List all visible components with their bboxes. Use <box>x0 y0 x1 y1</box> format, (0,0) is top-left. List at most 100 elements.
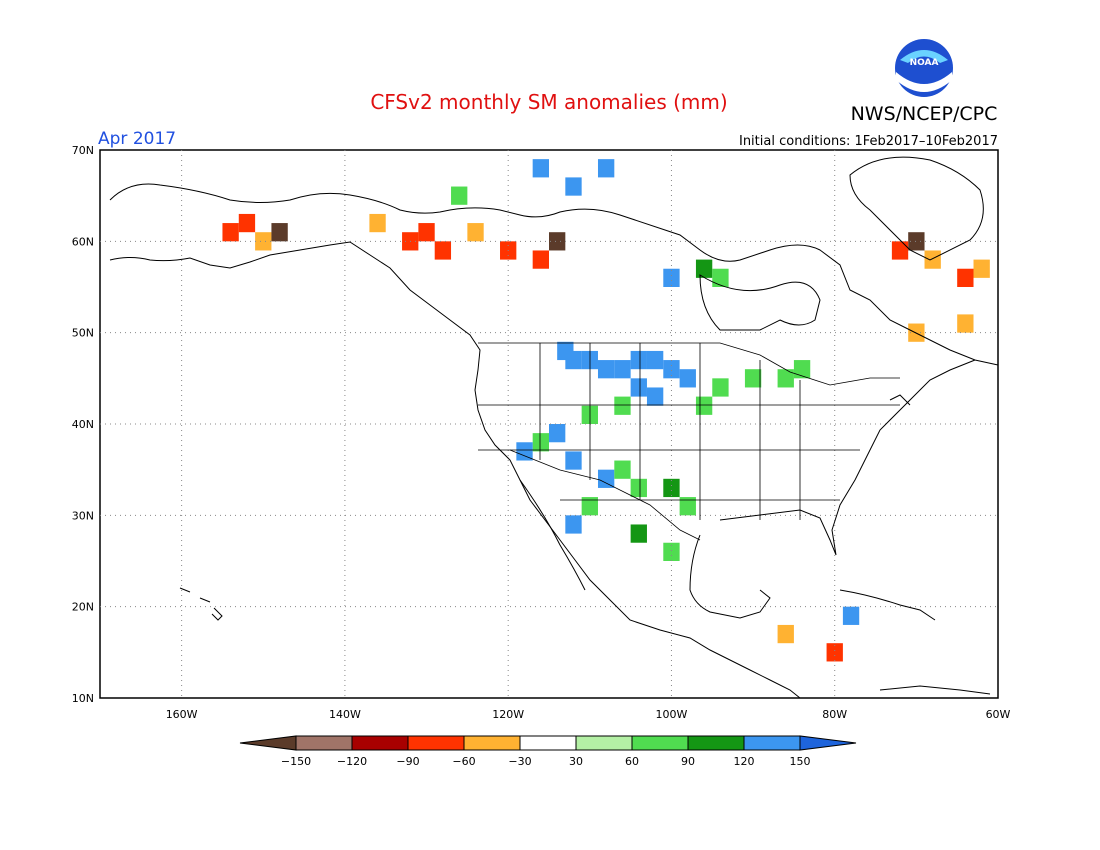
anomaly-cell <box>679 497 696 516</box>
agency-label: NWS/NCEP/CPC <box>851 103 998 125</box>
anomaly-cell <box>516 442 533 461</box>
lon-label: 160W <box>166 708 198 721</box>
anomaly-cell <box>793 360 811 379</box>
anomaly-cell <box>777 624 794 644</box>
anomaly-cell <box>565 451 582 470</box>
legend-tick-label: 30 <box>569 755 583 768</box>
legend-tick-label: −60 <box>452 755 475 768</box>
legend-swatch <box>575 735 633 751</box>
anomaly-cell <box>973 259 990 278</box>
anomaly-cell <box>271 223 288 242</box>
legend-swatch <box>687 735 745 751</box>
anomaly-cell <box>842 606 860 625</box>
lat-label: 60N <box>72 235 94 248</box>
anomaly-cell <box>532 159 549 178</box>
legend-tick-label: 90 <box>681 755 695 768</box>
anomaly-cell <box>614 396 631 415</box>
longitude-labels: 160W 140W 120W 100W 80W 60W <box>166 708 1011 721</box>
anomaly-cell <box>663 542 680 561</box>
political-borders <box>478 342 900 541</box>
anomaly-cell <box>957 314 974 333</box>
legend-tick-label: −30 <box>508 755 531 768</box>
anomaly-cell <box>630 478 647 498</box>
anomaly-cell <box>957 268 974 287</box>
anomaly-cell <box>908 232 925 251</box>
legend-tick-label: −120 <box>337 755 367 768</box>
legend-swatch <box>463 735 521 751</box>
anomaly-cell <box>238 213 256 233</box>
anomaly-cell <box>565 177 582 196</box>
legend-tick-label: 120 <box>734 755 755 768</box>
lon-label: 60W <box>986 708 1011 721</box>
anomaly-cell <box>663 478 680 498</box>
lat-label: 10N <box>72 692 94 705</box>
anomaly-cell <box>549 232 566 251</box>
lat-label: 70N <box>72 144 94 157</box>
anomaly-cell <box>646 350 664 370</box>
legend-swatch <box>631 735 689 751</box>
anomaly-cell <box>891 241 909 260</box>
legend-tick-label: 60 <box>625 755 639 768</box>
anomaly-cell <box>597 469 615 488</box>
legend-tick-label: 150 <box>790 755 811 768</box>
latitude-labels: 70N 60N 50N 40N 30N 20N 10N <box>72 144 94 705</box>
lat-label: 20N <box>72 601 94 614</box>
anomaly-cell <box>597 159 615 178</box>
anomaly-cell <box>924 250 941 269</box>
lat-label: 40N <box>72 418 94 431</box>
legend-swatch <box>351 735 409 751</box>
month-label: Apr 2017 <box>98 129 176 149</box>
anomaly-cell <box>712 378 729 397</box>
anomaly-cell <box>532 433 549 452</box>
anomaly-cell <box>614 360 631 379</box>
anomaly-cell <box>565 515 582 534</box>
anomaly-cell <box>630 524 647 543</box>
anomaly-cell <box>434 241 452 260</box>
anomaly-cell <box>418 223 435 242</box>
legend-swatch <box>295 735 353 751</box>
legend-swatch <box>407 735 465 751</box>
anomaly-cell <box>255 232 272 251</box>
anomaly-cell <box>777 369 794 388</box>
anomaly-cell <box>744 369 762 388</box>
lon-label: 140W <box>329 708 361 721</box>
anomaly-cell <box>467 223 484 242</box>
coastlines <box>109 156 999 699</box>
anomaly-cell <box>549 424 566 443</box>
anomaly-cell <box>565 350 582 370</box>
legend-swatch <box>239 735 297 751</box>
anomaly-cell <box>597 360 615 379</box>
initial-conditions-label: Initial conditions: 1Feb2017–10Feb2017 <box>739 134 998 149</box>
anomaly-cell <box>695 259 713 278</box>
anomaly-cell <box>222 223 239 242</box>
anomaly-cell <box>826 643 843 662</box>
anomaly-cell <box>695 396 713 415</box>
legend-tick-label: −150 <box>281 755 311 768</box>
lon-label: 120W <box>492 708 524 721</box>
legend-swatch <box>799 735 857 751</box>
legend-swatch <box>519 735 577 751</box>
lat-label: 50N <box>72 327 94 340</box>
anomaly-cell <box>630 378 647 397</box>
anomaly-cell <box>646 387 664 406</box>
anomaly-cell <box>663 360 680 379</box>
anomaly-cell <box>663 268 680 287</box>
anomaly-cell <box>630 350 647 370</box>
noaa-logo-icon: NOAA <box>895 39 953 97</box>
anomaly-cell <box>451 186 468 205</box>
legend-tick-label: −90 <box>396 755 419 768</box>
legend-swatch <box>743 735 801 751</box>
map-title: CFSv2 monthly SM anomalies (mm) <box>370 90 727 114</box>
logo-text: NOAA <box>910 58 939 68</box>
anomaly-cell <box>614 460 631 479</box>
color-legend: −150 −120 −90 −60 −30 30 60 90 120 150 <box>239 735 857 768</box>
lat-label: 30N <box>72 509 94 522</box>
anomaly-cell <box>679 369 696 388</box>
anomaly-cells <box>222 159 990 662</box>
lon-label: 80W <box>822 708 847 721</box>
anomaly-cell <box>369 213 386 233</box>
lon-label: 100W <box>656 708 688 721</box>
anomaly-cell <box>532 250 549 269</box>
anomaly-cell <box>712 268 729 287</box>
